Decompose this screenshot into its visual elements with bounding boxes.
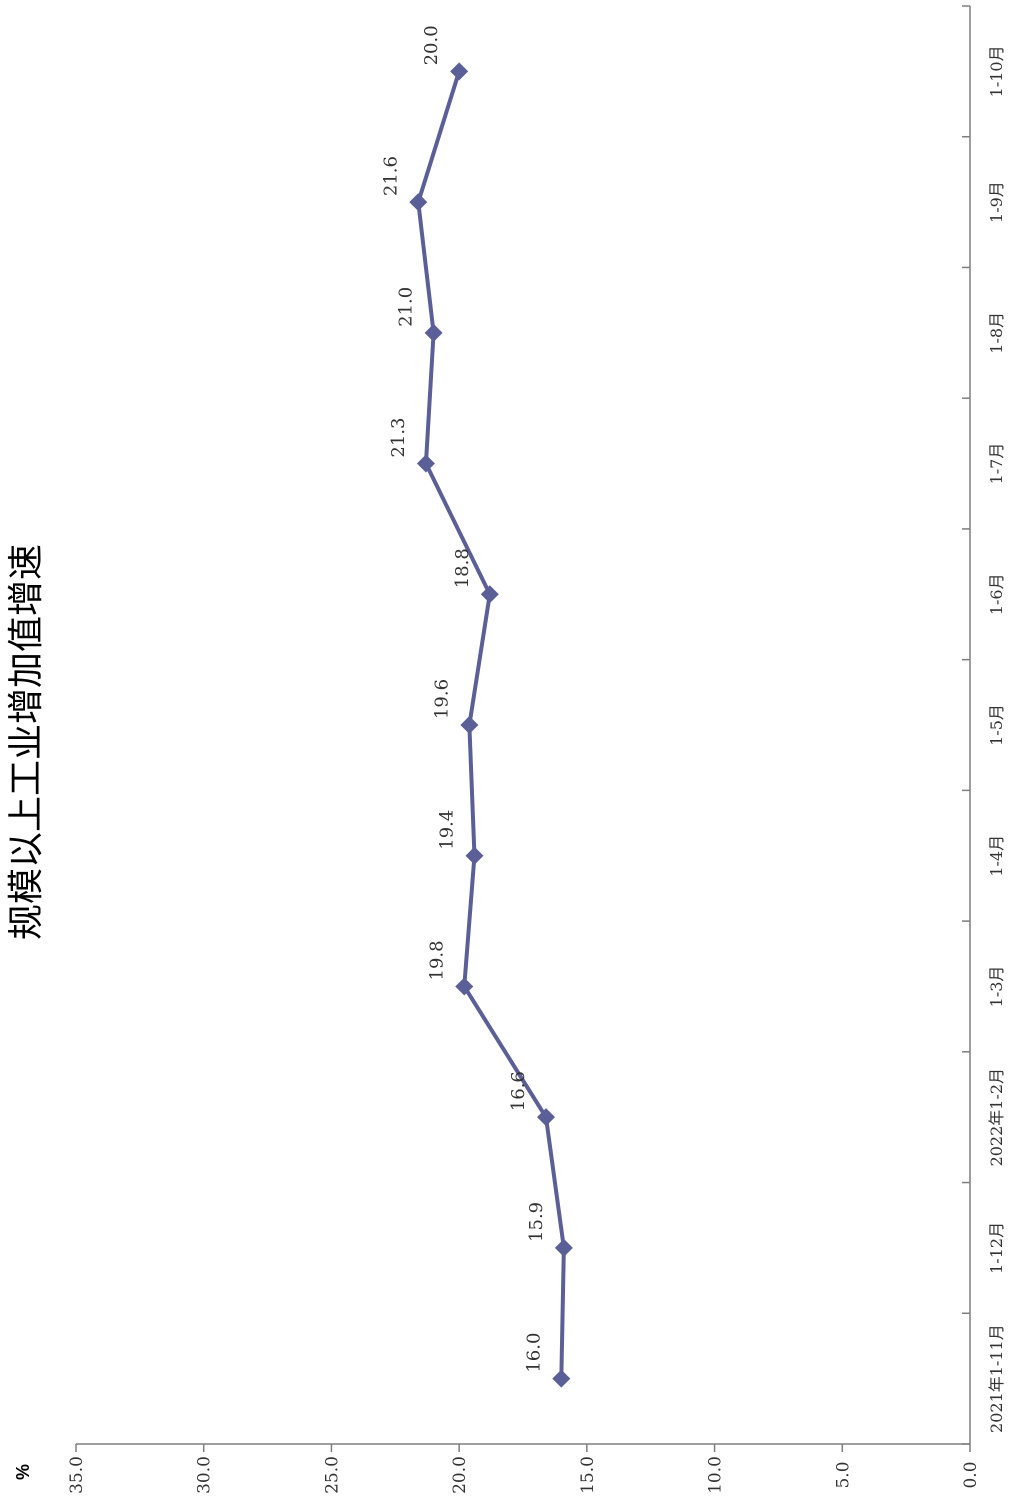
- category-tick-label: 1-9月: [987, 181, 1006, 223]
- data-label: 21.3: [388, 418, 409, 458]
- data-point-marker: [424, 323, 443, 342]
- data-labels-layer: 16.0 15.9 16.6 19.8 19.4 19.6 18.8 21.3 21.0 21.6…: [380, 25, 547, 1372]
- data-label: 19.8: [426, 940, 447, 980]
- data-label: 19.4: [436, 810, 457, 850]
- data-point-marker: [409, 193, 428, 212]
- series-line: [416, 70, 566, 1379]
- value-tick-label: 20.0: [450, 1456, 470, 1494]
- category-tick-label: 1-7月: [987, 443, 1006, 485]
- category-tick-label: 2021年1-11月: [987, 1324, 1006, 1433]
- data-point-marker: [450, 62, 469, 81]
- value-tick-label: 30.0: [195, 1456, 215, 1494]
- category-tick-label: 1-4月: [987, 835, 1006, 877]
- value-tick-label: 15.0: [578, 1456, 598, 1494]
- category-tick-label: 2022年1-2月: [987, 1068, 1006, 1167]
- value-tick-label: 5.0: [833, 1461, 853, 1488]
- category-tick-label: 1-3月: [987, 966, 1006, 1008]
- data-label: 16.0: [523, 1333, 544, 1373]
- data-label: 15.9: [526, 1202, 547, 1242]
- value-tick-label: 0.0: [961, 1461, 981, 1488]
- category-tick-label: 1-5月: [987, 704, 1006, 746]
- data-label: 21.6: [380, 156, 401, 196]
- category-tick-label: 1-6月: [987, 573, 1006, 615]
- data-point-marker: [536, 1108, 555, 1127]
- data-point-marker: [552, 1369, 571, 1388]
- data-label: 20.0: [421, 25, 442, 65]
- category-tick-label: 1-12月: [987, 1222, 1006, 1274]
- title-layer: 规模以上工业增加值增速 %: [6, 544, 47, 1480]
- category-tick-label: 1-10月: [987, 45, 1006, 97]
- value-tick-label: 25.0: [322, 1456, 342, 1494]
- y-axis-unit-label: %: [13, 1464, 33, 1480]
- data-point-marker: [460, 716, 479, 734]
- series-layer: [409, 62, 573, 1388]
- category-tick-label: 1-8月: [987, 312, 1006, 354]
- chart-title: 规模以上工业增加值增速: [6, 544, 47, 940]
- data-label: 16.6: [508, 1071, 529, 1111]
- value-tick-label: 35.0: [67, 1456, 87, 1494]
- data-label: 19.6: [431, 679, 452, 719]
- data-label: 18.8: [452, 548, 473, 588]
- data-point-marker: [480, 585, 499, 604]
- value-tick-label: 10.0: [706, 1456, 726, 1494]
- data-label: 21.0: [396, 287, 417, 327]
- data-point-marker: [465, 846, 484, 865]
- data-point-marker: [416, 454, 435, 473]
- axes-layer: 0.0 5.0 10.0 15.0 20.0 25.0 30.0 35.0 2021年1-11月…: [67, 5, 1006, 1494]
- data-point-marker: [554, 1238, 573, 1257]
- data-point-marker: [455, 977, 474, 996]
